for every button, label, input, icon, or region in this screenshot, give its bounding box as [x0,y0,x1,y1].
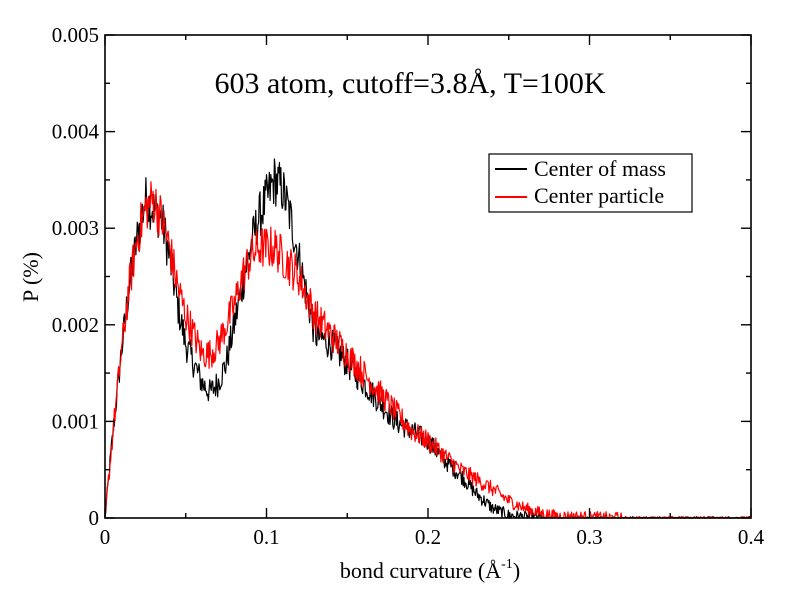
y-tick-label: 0.002 [52,313,99,337]
legend-label-center-particle: Center particle [534,183,664,208]
legend: Center of mass Center particle [488,153,693,213]
ticks-layer [104,34,752,519]
y-tick-label: 0.004 [52,120,100,144]
y-tick-label: 0.003 [52,216,99,240]
x-tick-label: 0 [100,525,111,549]
y-axis-label: P (%) [18,252,43,302]
x-tick-label: 0.1 [253,525,279,549]
y-tick-label: 0 [89,506,100,530]
chart-title: 603 atom, cutoff=3.8Å, T=100K [214,67,605,100]
series-line-center-particle [104,181,752,519]
x-axis-label-superscript: -1 [501,557,513,572]
legend-label-center-of-mass: Center of mass [534,156,666,181]
x-tick-label: 0.2 [415,525,441,549]
legend-box [488,153,693,213]
tick-labels-layer: 0 0.1 0.2 0.3 0.4 0 0.001 0.002 0.003 0.004 0.005 [52,23,765,549]
x-axis-label: bond curvature (Å-1) [340,557,520,583]
x-tick-label: 0.3 [576,525,602,549]
x-axis-label-main: bond curvature (Å [340,558,501,583]
x-tick-label: 0.4 [738,525,765,549]
y-tick-label: 0.001 [52,409,99,433]
x-axis-label-close: ) [513,558,520,583]
y-tick-label: 0.005 [52,23,99,47]
